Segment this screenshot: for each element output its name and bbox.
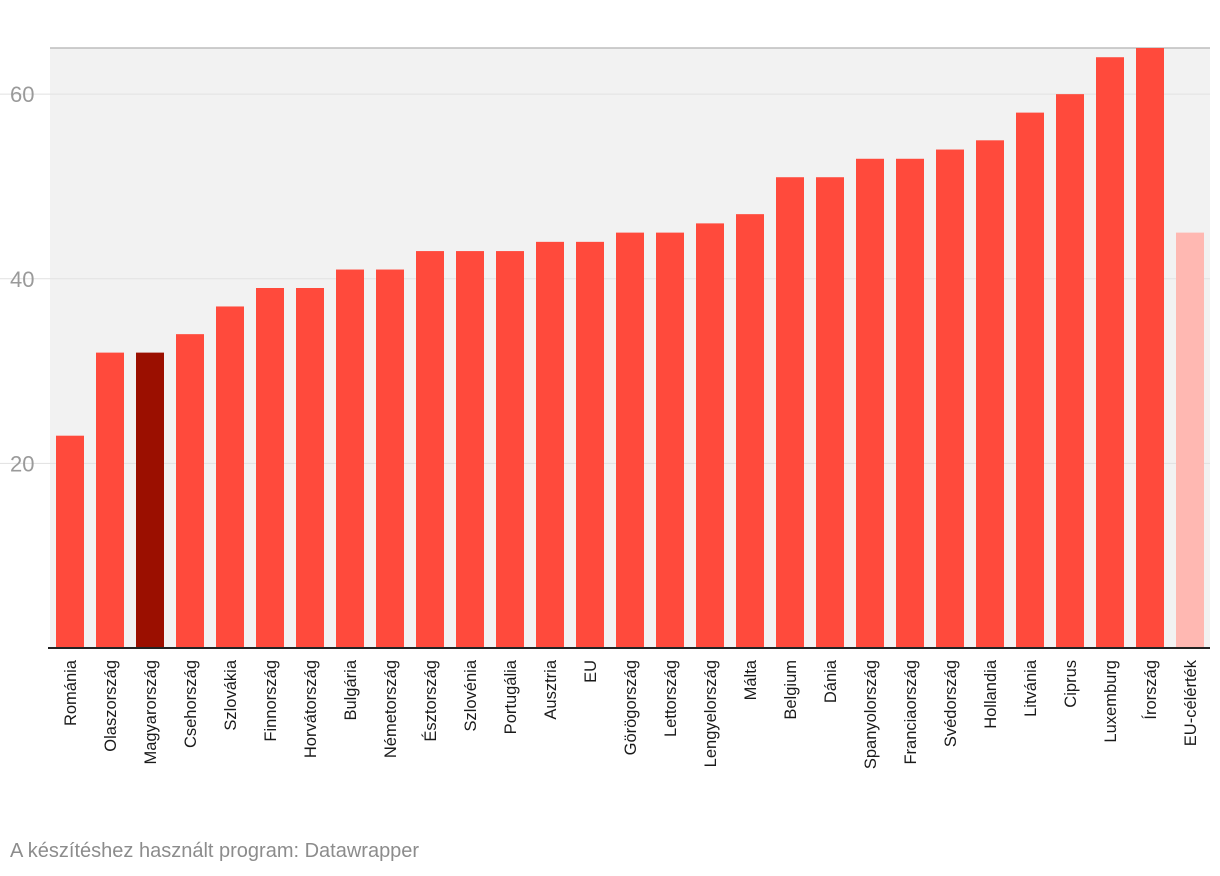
bar-2 [136, 352, 164, 648]
bar-11 [496, 251, 524, 649]
x-tick-label-16: Lengyelország [702, 660, 720, 767]
bar-26 [1096, 57, 1124, 648]
bar-9 [416, 251, 444, 649]
bar-12 [536, 241, 564, 648]
x-tick-label-5: Finnország [262, 660, 280, 742]
bar-28 [1176, 232, 1204, 648]
x-tick-label-27: Írország [1141, 660, 1160, 720]
bar-27 [1136, 48, 1164, 648]
x-tick-label-24: Litvánia [1022, 659, 1040, 717]
bar-13 [576, 241, 604, 648]
x-tick-label-19: Dánia [822, 659, 840, 703]
x-axis-category-labels: Románia Olaszország Magyarország Csehország… [62, 659, 1200, 769]
bar-4 [216, 306, 244, 648]
bar-20 [856, 158, 884, 648]
y-tick-label-40: 40 [10, 267, 34, 292]
x-tick-label-1: Olaszország [102, 660, 120, 752]
x-tick-label-8: Németország [382, 660, 400, 758]
x-tick-label-10: Szlovénia [462, 659, 480, 731]
x-tick-label-11: Portugália [502, 659, 520, 734]
x-tick-label-6: Horvátország [302, 660, 320, 758]
y-tick-label-20: 20 [10, 451, 34, 476]
x-tick-label-28: EU-célérték [1182, 659, 1200, 746]
bars [56, 48, 1204, 649]
bar-3 [176, 334, 204, 648]
x-tick-label-18: Belgium [782, 660, 800, 720]
x-tick-label-17: Málta [742, 659, 760, 700]
x-tick-label-13: EU [582, 660, 600, 683]
x-tick-label-7: Bulgária [342, 659, 360, 720]
bar-6 [296, 288, 324, 648]
x-tick-label-12: Ausztria [542, 659, 560, 719]
x-tick-label-0: Románia [62, 659, 80, 726]
x-tick-label-23: Hollandia [982, 659, 1000, 729]
x-tick-label-22: Svédország [942, 660, 960, 747]
x-tick-label-9: Észtország [421, 660, 440, 742]
x-tick-label-25: Ciprus [1062, 660, 1080, 708]
y-tick-label-60: 60 [10, 82, 34, 107]
x-tick-label-4: Szlovákia [222, 659, 240, 730]
x-tick-label-26: Luxemburg [1102, 660, 1120, 743]
x-tick-label-15: Lettország [662, 660, 680, 737]
footer-credit: A készítéshez használt program: Datawrap… [10, 840, 420, 862]
bar-22 [936, 149, 964, 649]
bar-18 [776, 177, 804, 648]
x-tick-label-20: Spanyolország [862, 660, 880, 769]
bar-24 [1016, 112, 1044, 649]
x-tick-label-2: Magyarország [142, 660, 160, 765]
bar-17 [736, 214, 764, 648]
bar-15 [656, 232, 684, 648]
y-axis-tick-labels: 20 40 60 [10, 82, 34, 476]
bar-5 [256, 288, 284, 648]
bar-8 [376, 269, 404, 648]
bar-14 [616, 232, 644, 648]
bar-25 [1056, 94, 1084, 648]
bar-23 [976, 140, 1004, 649]
bar-1 [96, 352, 124, 648]
bar-0 [56, 435, 84, 648]
x-tick-label-3: Csehország [182, 660, 200, 748]
bar-19 [816, 177, 844, 648]
bar-21 [896, 158, 924, 648]
bar-16 [696, 223, 724, 648]
bar-7 [336, 269, 364, 648]
x-tick-label-21: Franciaország [902, 660, 920, 765]
x-tick-label-14: Görögország [622, 660, 640, 755]
bar-10 [456, 251, 484, 649]
